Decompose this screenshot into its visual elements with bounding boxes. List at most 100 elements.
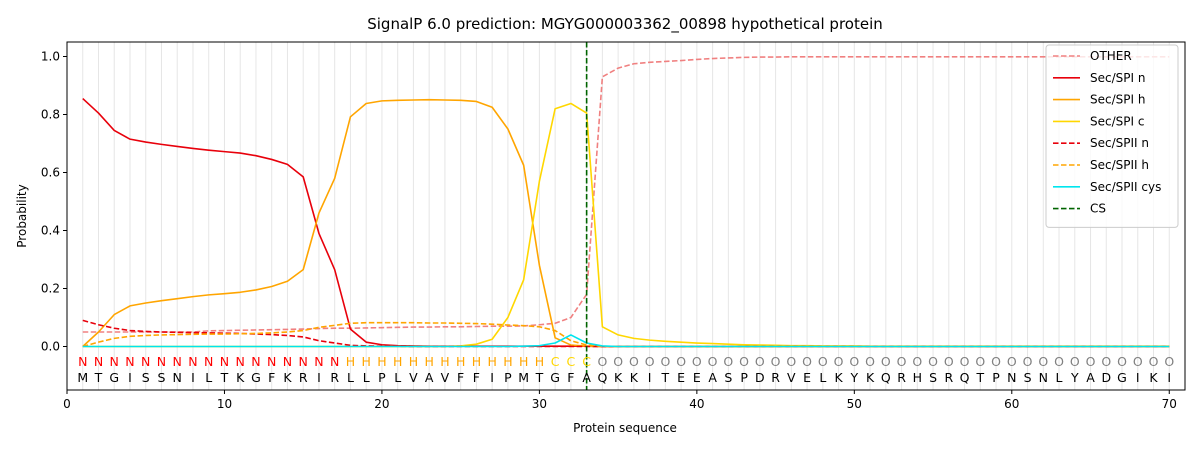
region-label: O <box>928 354 938 369</box>
residue-label: E <box>693 370 701 385</box>
legend: OTHER Sec/SPI n Sec/SPI h Sec/SPI c Sec/SPII… <box>1045 44 1179 228</box>
region-label: O <box>613 354 623 369</box>
legend-label: OTHER <box>1090 49 1132 63</box>
residue-label: L <box>394 370 401 385</box>
region-label: H <box>519 354 528 369</box>
legend-label: Sec/SPII h <box>1090 158 1149 172</box>
residue-label: A <box>582 370 591 385</box>
region-label: O <box>897 354 907 369</box>
region-label: N <box>299 354 308 369</box>
region-label: O <box>975 354 985 369</box>
region-label: N <box>314 354 323 369</box>
region-label: C <box>567 354 576 369</box>
residue-label: F <box>567 370 574 385</box>
residue-label: V <box>441 370 450 385</box>
residue-label: N <box>1007 370 1016 385</box>
residue-label: T <box>94 370 103 385</box>
residue-label: L <box>347 370 354 385</box>
x-tick-label: 20 <box>374 397 389 411</box>
region-label: H <box>503 354 512 369</box>
series-line-sec-spi-c <box>82 102 1170 348</box>
x-tick-label: 50 <box>847 397 862 411</box>
legend-label: Sec/SPI c <box>1090 114 1144 128</box>
residue-label: L <box>363 370 370 385</box>
region-label: C <box>582 354 591 369</box>
residue-label: G <box>251 370 261 385</box>
y-tick-label: 1.0 <box>41 50 60 64</box>
region-label: O <box>771 354 781 369</box>
region-label: N <box>236 354 245 369</box>
residue-label: A <box>1086 370 1095 385</box>
legend-label: Sec/SPI h <box>1090 93 1145 107</box>
series-line-sec-spii-h <box>82 321 1170 348</box>
x-tick-label: 0 <box>63 397 71 411</box>
series-line-sec-spi-h <box>82 98 1170 348</box>
residue-label: T <box>661 370 670 385</box>
region-label: N <box>173 354 182 369</box>
residue-label: R <box>771 370 780 385</box>
y-tick-label: 0.6 <box>41 166 60 180</box>
x-tick-label: 60 <box>1004 397 1019 411</box>
residue-label: K <box>834 370 843 385</box>
region-label: N <box>220 354 229 369</box>
region-label: O <box>676 354 686 369</box>
residue-label: L <box>205 370 212 385</box>
residue-label: S <box>1024 370 1032 385</box>
residue-label: R <box>944 370 953 385</box>
residue-label: G <box>1117 370 1127 385</box>
residue-label: N <box>173 370 182 385</box>
residue-label: E <box>677 370 685 385</box>
residue-label: I <box>128 370 132 385</box>
residue-label: P <box>378 370 386 385</box>
region-label: O <box>1070 354 1080 369</box>
region-label: O <box>597 354 607 369</box>
residue-label: H <box>913 370 922 385</box>
region-label: O <box>818 354 828 369</box>
residue-label: P <box>504 370 512 385</box>
residue-label: I <box>1136 370 1140 385</box>
region-label: N <box>78 354 87 369</box>
residue-label: I <box>1167 370 1171 385</box>
residue-label: A <box>425 370 434 385</box>
residue-label: Q <box>597 370 607 385</box>
region-label: O <box>802 354 812 369</box>
region-label: N <box>157 354 166 369</box>
residue-label: S <box>142 370 150 385</box>
region-label: N <box>188 354 197 369</box>
series-line-other <box>82 55 1170 333</box>
residue-label: M <box>518 370 529 385</box>
residue-label: T <box>220 370 229 385</box>
legend-items: OTHER Sec/SPI n Sec/SPI h Sec/SPI c Sec/SPII… <box>1053 49 1161 216</box>
region-label: N <box>330 354 339 369</box>
residue-label: K <box>630 370 639 385</box>
residue-label: I <box>490 370 494 385</box>
region-label: O <box>660 354 670 369</box>
region-label: O <box>881 354 891 369</box>
region-label: O <box>912 354 922 369</box>
residue-label: K <box>614 370 623 385</box>
residue-label: R <box>897 370 906 385</box>
region-label: O <box>944 354 954 369</box>
residue-label: D <box>755 370 765 385</box>
region-label: O <box>1086 354 1096 369</box>
residue-label: A <box>708 370 717 385</box>
region-label: O <box>1117 354 1127 369</box>
y-axis-label: Probability <box>15 184 29 247</box>
legend-box <box>1045 44 1179 228</box>
region-label: O <box>786 354 796 369</box>
residue-label: E <box>803 370 811 385</box>
region-label: O <box>1133 354 1143 369</box>
series-layer <box>82 55 1170 348</box>
residue-label: S <box>929 370 937 385</box>
region-label: O <box>1023 354 1033 369</box>
x-tick-label: 30 <box>532 397 547 411</box>
residue-label: K <box>1149 370 1158 385</box>
region-label: H <box>361 354 370 369</box>
residue-label: F <box>268 370 275 385</box>
region-label: N <box>267 354 276 369</box>
legend-label: Sec/SPII n <box>1090 136 1149 150</box>
region-label: O <box>645 354 655 369</box>
residue-label: Y <box>1070 370 1079 385</box>
region-label: O <box>708 354 718 369</box>
residue-label: K <box>866 370 875 385</box>
